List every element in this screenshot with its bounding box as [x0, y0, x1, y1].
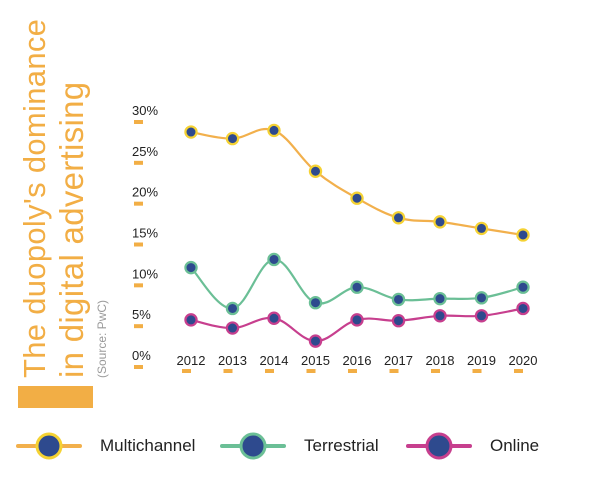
legend-label-terrestrial: Terrestrial [304, 436, 379, 455]
legend: Multichannel Terrestrial Online [0, 426, 600, 466]
x-tick-label: 2020 [509, 353, 538, 368]
data-point-multichannel [391, 211, 406, 225]
data-point-online [308, 334, 323, 348]
data-point-terrestrial [308, 296, 323, 310]
x-tick-label: 2013 [218, 353, 247, 368]
x-tick-label: 2015 [301, 353, 330, 368]
y-tick-label: 5% [132, 307, 151, 322]
data-point-terrestrial [516, 280, 530, 294]
data-point-multichannel [308, 164, 323, 178]
x-tick-label: 2016 [343, 353, 372, 368]
x-tick-label: 2014 [260, 353, 289, 368]
data-point-online [184, 313, 198, 327]
x-tick-label: 2012 [177, 353, 206, 368]
data-point-terrestrial [433, 291, 447, 306]
x-tick-label: 2018 [426, 353, 455, 368]
data-point-online [474, 309, 489, 323]
data-point-terrestrial [225, 301, 240, 316]
y-tick-label: 15% [132, 226, 158, 241]
x-tick-label: 2017 [384, 353, 413, 368]
legend-swatch-terrestrial [220, 432, 286, 460]
y-tick-label: 10% [132, 266, 158, 281]
legend-item-multichannel: Multichannel [14, 426, 224, 466]
data-point-multichannel [225, 131, 240, 146]
legend-swatch-online [406, 432, 472, 460]
data-point-terrestrial [184, 260, 198, 275]
data-point-terrestrial [350, 280, 364, 294]
data-point-terrestrial [391, 292, 406, 307]
data-point-online [391, 314, 406, 328]
data-point-multichannel [474, 221, 489, 236]
data-point-multichannel [350, 191, 364, 205]
data-point-online [225, 321, 240, 335]
series-line-multichannel [190, 127, 524, 237]
x-tick-label: 2019 [467, 353, 496, 368]
y-tick-label: 30% [132, 103, 158, 118]
data-point-multichannel [184, 125, 198, 139]
title-accent-bar [18, 386, 93, 408]
data-point-terrestrial [474, 291, 489, 305]
data-point-online [433, 309, 447, 323]
legend-label-online: Online [490, 436, 540, 455]
legend-item-terrestrial: Terrestrial [218, 426, 408, 466]
data-point-online [350, 313, 364, 327]
y-tick-label: 20% [132, 185, 158, 200]
legend-item-online: Online [404, 426, 574, 466]
legend-swatch-multichannel [16, 432, 82, 460]
data-point-online [516, 301, 530, 316]
data-point-multichannel [433, 215, 447, 229]
y-tick-label: 25% [132, 144, 158, 159]
data-point-online [267, 311, 281, 325]
y-tick-label: 0% [132, 348, 151, 363]
data-point-multichannel [516, 228, 530, 242]
legend-label-multichannel: Multichannel [100, 436, 196, 455]
data-point-terrestrial [267, 252, 281, 267]
data-point-multichannel [267, 123, 281, 138]
